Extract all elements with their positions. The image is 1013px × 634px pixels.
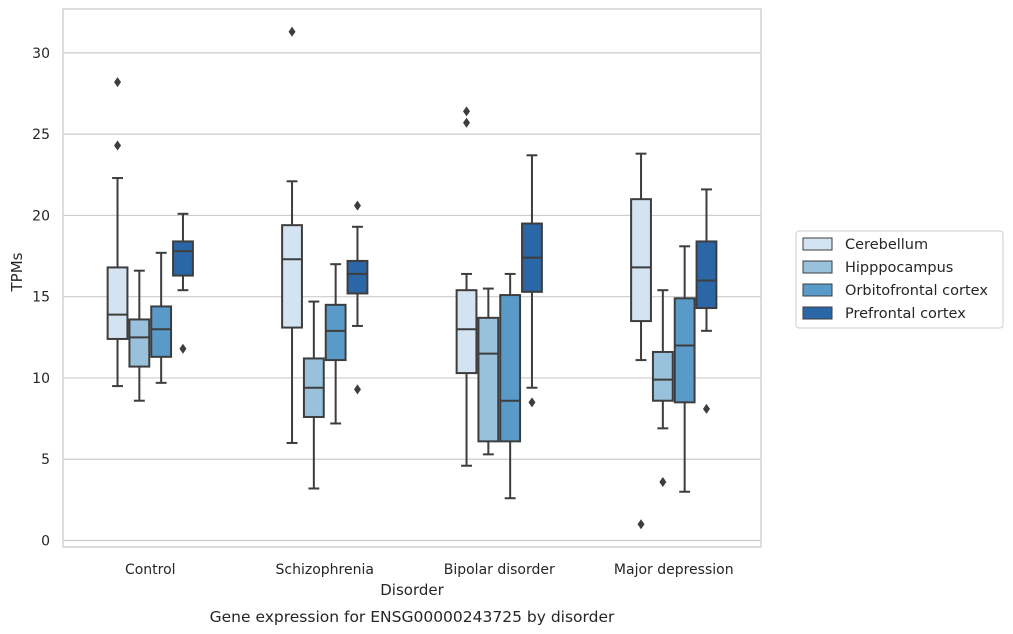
legend-swatch (802, 306, 833, 320)
box-iqr (651, 350, 674, 402)
y-tick-label: 5 (41, 452, 50, 468)
box-orbitofrontal-cortex-3 (673, 245, 696, 493)
x-tick-label: Major depression (614, 562, 734, 578)
box-orbitofrontal-cortex-0 (150, 251, 173, 384)
box-iqr (499, 294, 522, 443)
legend-frame (795, 230, 1004, 329)
y-tick-label: 20 (32, 208, 50, 224)
outlier-point (463, 117, 471, 128)
legend-label: Hipppocampus (845, 260, 953, 276)
outlier-point (179, 343, 187, 354)
boxes (106, 26, 718, 530)
box-iqr (324, 303, 347, 362)
box-cerebellum-0 (106, 77, 129, 388)
box-hipppocampus-3 (651, 289, 674, 487)
x-axis-ticks: Control Schizophrenia Bipolar disorder Majo… (125, 562, 734, 578)
legend-label: Prefrontal cortex (845, 306, 966, 322)
y-tick-label: 10 (32, 371, 50, 387)
box-iqr (281, 224, 303, 329)
outlier-point (702, 403, 710, 414)
outlier-point (659, 476, 667, 487)
box-iqr (477, 316, 500, 443)
box-prefrontal-cortex-2 (521, 154, 543, 408)
box-cerebellum-3 (630, 152, 652, 530)
box-iqr (106, 266, 129, 340)
outlier-point (353, 384, 361, 395)
box-iqr (128, 318, 151, 368)
box-iqr (150, 305, 173, 358)
legend: Cerebellum Hipppocampus Orbitofrontal cort… (795, 230, 1004, 329)
y-axis-ticks: 0 5 10 15 20 25 30 (32, 46, 50, 550)
box-cerebellum-2 (455, 106, 478, 467)
legend-label: Cerebellum (845, 237, 928, 253)
y-tick-label: 0 (41, 533, 50, 549)
x-tick-label: Bipolar disorder (444, 562, 555, 578)
y-tick-label: 25 (32, 127, 50, 143)
box-hipppocampus-0 (128, 269, 151, 402)
box-hipppocampus-1 (302, 300, 325, 490)
y-tick-label: 15 (32, 290, 50, 306)
x-tick-label: Control (125, 562, 176, 578)
box-iqr (455, 289, 478, 375)
outlier-point (288, 26, 296, 37)
box-prefrontal-cortex-1 (346, 200, 369, 395)
box-cerebellum-1 (281, 26, 303, 444)
box-iqr (346, 259, 369, 295)
outlier-point (353, 200, 361, 211)
box-prefrontal-cortex-0 (172, 212, 194, 354)
y-axis-label: TPMs (8, 252, 26, 292)
box-iqr (673, 297, 696, 404)
x-axis-label: Disorder (380, 581, 444, 599)
box-iqr (172, 240, 194, 277)
legend-label: Orbitofrontal cortex (845, 283, 988, 299)
gridlines (63, 52, 761, 542)
box-orbitofrontal-cortex-2 (499, 272, 522, 500)
legend-swatch (802, 260, 833, 274)
box-prefrontal-cortex-3 (695, 188, 718, 414)
outlier-point (528, 397, 536, 408)
outlier-point (114, 140, 122, 151)
box-orbitofrontal-cortex-1 (324, 263, 347, 425)
chart-caption: Gene expression for ENSG00000243725 by d… (210, 608, 615, 626)
plot-frame (62, 8, 762, 548)
outlier-point (637, 519, 645, 530)
outlier-point (114, 77, 122, 88)
x-tick-label: Schizophrenia (276, 562, 374, 578)
box-iqr (630, 198, 652, 323)
legend-swatch (802, 283, 833, 297)
box-hipppocampus-2 (477, 287, 500, 456)
outlier-point (463, 106, 471, 117)
legend-swatch (802, 237, 833, 251)
y-tick-label: 30 (32, 46, 50, 62)
box-iqr (695, 240, 718, 310)
